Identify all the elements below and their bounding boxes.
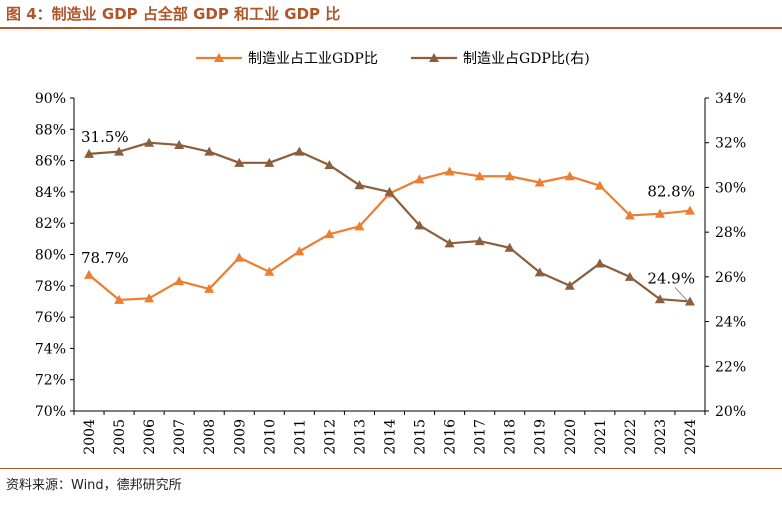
- x-axis-tick-label: 2016: [443, 419, 459, 455]
- series-2-marker: [324, 160, 335, 170]
- right-axis-tick-label: 24%: [715, 315, 746, 331]
- x-axis-tick-label: 2018: [503, 419, 519, 455]
- series-2-marker: [234, 157, 245, 167]
- x-axis-tick-label: 2022: [623, 419, 639, 455]
- series-1-marker: [444, 166, 455, 176]
- data-label: 82.8%: [647, 183, 695, 201]
- left-axis-tick-label: 70%: [35, 404, 66, 420]
- chart-axes: 70% 72% 74% 76% 78% 80% 82% 84% 86% 88% 90% 20% 22% 2…: [35, 91, 746, 455]
- series-1-marker: [414, 174, 425, 184]
- series-2-marker: [594, 258, 605, 268]
- series-1-marker: [264, 266, 275, 276]
- chart-series: 78.7% 82.8% 31.5% 24.9%: [81, 128, 695, 306]
- x-axis-tick-label: 2020: [563, 419, 579, 455]
- series-1-marker: [84, 269, 95, 279]
- series-2-marker: [174, 139, 185, 149]
- data-label: 31.5%: [81, 128, 129, 146]
- x-axis-tick-label: 2012: [322, 419, 338, 455]
- x-axis-tick-label: 2015: [413, 419, 429, 455]
- left-axis-tick-label: 78%: [35, 279, 66, 295]
- legend-marker-1: [214, 53, 224, 62]
- x-axis-tick-label: 2019: [533, 419, 549, 455]
- series-1-marker: [624, 210, 635, 220]
- left-axis-tick-label: 90%: [35, 91, 66, 107]
- chart-legend: 制造业占工业GDP比 制造业占GDP比(右): [196, 51, 590, 67]
- x-axis-tick-label: 2008: [202, 419, 218, 455]
- series-2-marker: [444, 238, 455, 248]
- left-axis-tick-label: 76%: [35, 310, 66, 326]
- series-1-marker: [144, 293, 155, 303]
- figure-title: 图 4：制造业 GDP 占全部 GDP 和工业 GDP 比: [6, 5, 341, 23]
- series-1-marker: [474, 171, 485, 181]
- x-axis-tick-label: 2023: [653, 419, 669, 455]
- x-axis-tick-label: 2006: [142, 419, 158, 455]
- footer-rule: [0, 468, 782, 469]
- series-1-marker: [294, 246, 305, 256]
- x-axis-tick-label: 2011: [292, 419, 308, 455]
- right-axis-tick-label: 34%: [715, 91, 746, 107]
- title-rule: [0, 27, 782, 29]
- series-1-marker: [114, 294, 125, 304]
- right-axis-tick-label: 32%: [715, 136, 746, 152]
- source-note: 资料来源：Wind，德邦研究所: [6, 478, 182, 493]
- x-axis-tick-label: 2007: [172, 419, 188, 455]
- series-1-marker: [594, 180, 605, 190]
- legend-marker-2: [429, 53, 439, 62]
- series-1-marker: [534, 177, 545, 187]
- series-2-marker: [534, 267, 545, 277]
- right-axis-tick-label: 30%: [715, 180, 746, 196]
- series-2-marker: [474, 236, 485, 246]
- series-1-marker: [504, 171, 515, 181]
- right-axis-tick-label: 20%: [715, 404, 746, 420]
- x-axis-tick-label: 2009: [232, 419, 248, 455]
- series-1-marker: [204, 283, 215, 293]
- left-axis-tick-label: 74%: [35, 341, 66, 357]
- x-axis-tick-label: 2024: [683, 419, 699, 455]
- annotation-leader-line: [674, 287, 689, 302]
- x-axis-tick-label: 2017: [473, 419, 489, 455]
- series-2-marker: [624, 271, 635, 281]
- right-axis-tick-label: 22%: [715, 359, 746, 375]
- series-2-marker: [144, 137, 155, 147]
- x-axis-tick-label: 2005: [112, 419, 128, 455]
- series-2-marker: [354, 180, 365, 190]
- x-axis-tick-label: 2013: [352, 419, 368, 455]
- series-2-marker: [204, 146, 215, 156]
- series-1-marker: [564, 171, 575, 181]
- x-axis-tick-label: 2010: [262, 419, 278, 455]
- series-2-marker: [564, 280, 575, 290]
- right-axis-tick-label: 28%: [715, 225, 746, 241]
- series-1-marker: [354, 221, 365, 231]
- left-axis-tick-label: 72%: [35, 373, 66, 389]
- data-label: 24.9%: [647, 269, 695, 287]
- series-2-marker: [294, 146, 305, 156]
- x-axis-tick-label: 2021: [593, 419, 609, 455]
- left-axis-tick-label: 80%: [35, 248, 66, 264]
- legend-label-1: 制造业占工业GDP比: [248, 51, 378, 67]
- right-axis-tick-label: 26%: [715, 270, 746, 286]
- series-1-marker: [234, 252, 245, 262]
- left-axis-tick-label: 82%: [35, 216, 66, 232]
- series-1-marker: [174, 276, 185, 286]
- left-axis-tick-label: 84%: [35, 185, 66, 201]
- series-1-marker: [684, 205, 695, 215]
- series-2-marker: [114, 146, 125, 156]
- series-2-marker: [264, 157, 275, 167]
- left-axis-tick-label: 86%: [35, 154, 66, 170]
- left-axis-tick-label: 88%: [35, 122, 66, 138]
- legend-label-2: 制造业占GDP比(右): [463, 51, 590, 67]
- series-2-marker: [504, 242, 515, 252]
- x-axis-tick-label: 2014: [383, 419, 399, 455]
- x-axis-tick-label: 2004: [82, 419, 98, 455]
- series-2-marker: [84, 148, 95, 158]
- series-2-marker: [384, 186, 395, 196]
- series-2-marker: [414, 220, 425, 230]
- series-1-marker: [324, 229, 335, 239]
- series-2-marker: [654, 294, 665, 304]
- data-label: 78.7%: [81, 249, 129, 267]
- series-2-marker: [684, 296, 695, 306]
- series-1-marker: [654, 208, 665, 218]
- chart: 70% 72% 74% 76% 78% 80% 82% 84% 86% 88% 90% 20% 22% 2…: [35, 51, 746, 455]
